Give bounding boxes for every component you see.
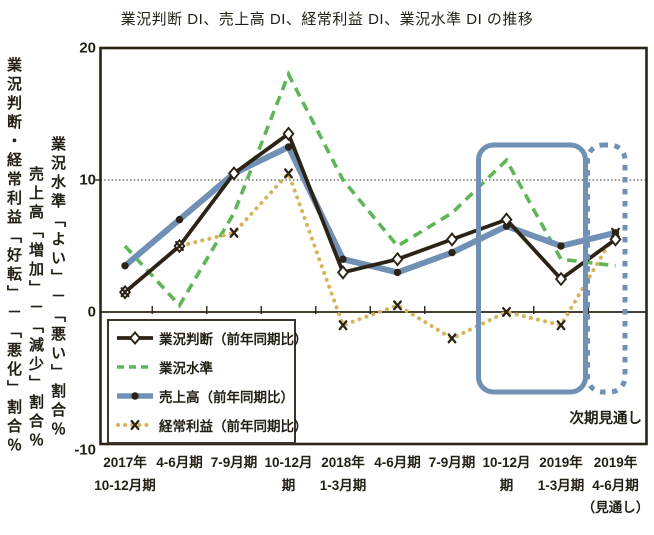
x-axis-label: 2017年 10-12月期 [94,455,156,493]
legend-sample-icon [117,331,153,346]
x-axis-label: 7-9月期 [428,455,476,470]
series-line [123,70,616,309]
legend-sample-icon [117,392,153,400]
series-line [123,131,617,294]
highlight-box-dotted [585,142,628,395]
legend-entry-label: 業況水準 [159,361,213,377]
legend-sample-icon [116,419,154,430]
y-tick-label: 10 [79,171,96,189]
x-axis-label: 2018年 1-3月期 [319,455,367,493]
chart-title: 業況判断 DI、売上高 DI、経常利益 DI、業況水準 DI の推移 [120,11,534,28]
legend-entry: 業況水準 [115,357,288,377]
x-axis-label: 10-12月期 [482,455,531,493]
y-unit-label-gyokyo-keijorieki: 業況判断・経常利益「好転」－「悪化」割合％ [5,57,22,456]
legend-entry: 売上高（前年同期比） [115,386,294,406]
y-unit-label-uriagedaka: 売上高「増加」－「減少」割合％ [27,166,44,451]
legend-entry-label: 業況判断（前年同期比） [159,332,308,348]
x-axis-label: 10-12月期 [264,455,313,493]
y-tick-label: 0 [87,303,96,321]
next-period-forecast-label: 次期見通し [569,411,643,427]
x-axis-label: 2019年 1-3月期 [537,455,585,493]
x-axis-label: 4-6月期 [156,455,203,470]
x-axis-label: 4-6月期 [374,455,421,470]
y-tick-label: -10 [74,441,96,459]
legend-entry-label: 経常利益（前年同期比） [159,418,308,434]
x-axis-label: 7-9月期 [210,455,258,470]
y-unit-label-gyokyosuijun: 業況水準「よい」－「悪い」割合％ [49,136,66,440]
legend-entry: 経常利益（前年同期比） [115,415,308,435]
y-tick-label: 20 [79,39,96,57]
legend-entry: 業況判断（前年同期比） [115,328,308,348]
legend: 業況判断（前年同期比） 業況水準売上高（前年同期比） 経常利益（前年同期比） [107,319,308,444]
legend-sample-icon [117,365,153,369]
legend-entry-label: 売上高（前年同期比） [159,389,294,405]
x-axis-label: 2019年 4-6月期 （見通し） [581,455,650,515]
